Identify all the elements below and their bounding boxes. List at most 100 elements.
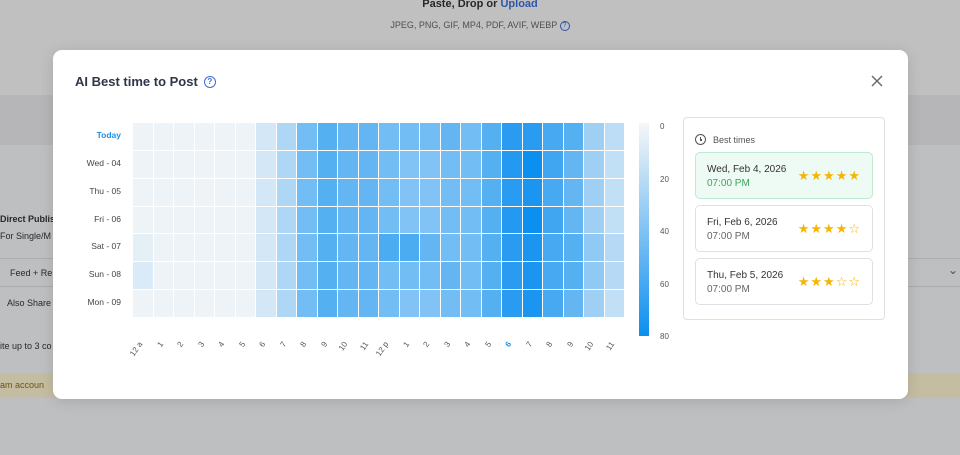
help-icon[interactable]: ? bbox=[203, 75, 216, 88]
heatmap-cell[interactable] bbox=[603, 233, 625, 263]
heatmap-cell[interactable] bbox=[234, 122, 256, 151]
heatmap-cell[interactable] bbox=[132, 122, 154, 151]
heatmap-cell[interactable] bbox=[152, 233, 174, 263]
heatmap-cell[interactable] bbox=[398, 289, 420, 318]
heatmap-cell[interactable] bbox=[583, 261, 605, 291]
heatmap-cell[interactable] bbox=[193, 233, 215, 263]
heatmap-cell[interactable] bbox=[234, 149, 256, 179]
heatmap-cell[interactable] bbox=[132, 233, 154, 263]
heatmap-cell[interactable] bbox=[398, 261, 420, 291]
heatmap-cell[interactable] bbox=[193, 289, 215, 318]
heatmap-cell[interactable] bbox=[275, 122, 297, 151]
heatmap-cell[interactable] bbox=[337, 289, 359, 318]
heatmap-cell[interactable] bbox=[603, 289, 625, 318]
heatmap-cell[interactable] bbox=[214, 205, 236, 235]
heatmap-cell[interactable] bbox=[357, 261, 379, 291]
heatmap-cell[interactable] bbox=[234, 289, 256, 318]
heatmap-cell[interactable] bbox=[439, 205, 461, 235]
heatmap-cell[interactable] bbox=[173, 177, 195, 207]
heatmap-cell[interactable] bbox=[398, 233, 420, 263]
heatmap-cell[interactable] bbox=[193, 261, 215, 291]
heatmap-cell[interactable] bbox=[583, 205, 605, 235]
heatmap-cell[interactable] bbox=[480, 261, 502, 291]
help-icon[interactable]: ? bbox=[559, 20, 570, 31]
heatmap-cell[interactable] bbox=[214, 233, 236, 263]
heatmap-cell[interactable] bbox=[562, 289, 584, 318]
also-share-option[interactable]: Also Share bbox=[7, 298, 52, 308]
heatmap-cell[interactable] bbox=[132, 261, 154, 291]
heatmap-cell[interactable] bbox=[337, 122, 359, 151]
heatmap-cell[interactable] bbox=[398, 149, 420, 179]
heatmap-cell[interactable] bbox=[583, 289, 605, 318]
heatmap-cell[interactable] bbox=[419, 261, 441, 291]
heatmap-cell[interactable] bbox=[255, 233, 277, 263]
best-time-card[interactable]: Fri, Feb 6, 2026 07:00 PM ★ ★ ★ ★ ☆ bbox=[695, 205, 873, 252]
heatmap-cell[interactable] bbox=[460, 149, 482, 179]
upload-link[interactable]: Upload bbox=[500, 0, 538, 10]
heatmap-cell[interactable] bbox=[521, 177, 543, 207]
heatmap-cell[interactable] bbox=[234, 233, 256, 263]
heatmap-cell[interactable] bbox=[542, 289, 564, 318]
heatmap-cell[interactable] bbox=[173, 205, 195, 235]
heatmap-cell[interactable] bbox=[152, 205, 174, 235]
heatmap-cell[interactable] bbox=[378, 261, 400, 291]
heatmap-cell[interactable] bbox=[460, 289, 482, 318]
heatmap-cell[interactable] bbox=[234, 261, 256, 291]
heatmap-cell[interactable] bbox=[480, 233, 502, 263]
heatmap-cell[interactable] bbox=[480, 149, 502, 179]
best-time-card[interactable]: Wed, Feb 4, 2026 07:00 PM ★ ★ ★ ★ ★ bbox=[695, 152, 873, 199]
heatmap-cell[interactable] bbox=[439, 122, 461, 151]
heatmap-cell[interactable] bbox=[439, 261, 461, 291]
heatmap-cell[interactable] bbox=[419, 289, 441, 318]
heatmap-cell[interactable] bbox=[275, 261, 297, 291]
feed-option[interactable]: Feed + Re bbox=[10, 268, 53, 278]
heatmap-cell[interactable] bbox=[255, 205, 277, 235]
heatmap-cell[interactable] bbox=[583, 122, 605, 151]
heatmap-cell[interactable] bbox=[460, 205, 482, 235]
heatmap-cell[interactable] bbox=[214, 122, 236, 151]
heatmap-cell[interactable] bbox=[583, 233, 605, 263]
heatmap-cell[interactable] bbox=[316, 149, 338, 179]
heatmap-cell[interactable] bbox=[337, 233, 359, 263]
heatmap-cell[interactable] bbox=[460, 233, 482, 263]
heatmap-cell[interactable] bbox=[480, 177, 502, 207]
heatmap-cell[interactable] bbox=[337, 177, 359, 207]
heatmap-cell[interactable] bbox=[255, 122, 277, 151]
heatmap-cell[interactable] bbox=[152, 122, 174, 151]
heatmap-cell[interactable] bbox=[542, 261, 564, 291]
heatmap-cell[interactable] bbox=[296, 205, 318, 235]
heatmap-cell[interactable] bbox=[296, 233, 318, 263]
heatmap-cell[interactable] bbox=[275, 177, 297, 207]
heatmap-cell[interactable] bbox=[173, 149, 195, 179]
heatmap-cell[interactable] bbox=[419, 149, 441, 179]
heatmap-cell[interactable] bbox=[460, 122, 482, 151]
heatmap-cell[interactable] bbox=[480, 205, 502, 235]
heatmap-cell[interactable] bbox=[562, 233, 584, 263]
heatmap-cell[interactable] bbox=[439, 149, 461, 179]
heatmap-cell[interactable] bbox=[603, 177, 625, 207]
heatmap-cell[interactable] bbox=[542, 149, 564, 179]
heatmap-cell[interactable] bbox=[460, 261, 482, 291]
heatmap-cell[interactable] bbox=[398, 177, 420, 207]
heatmap-cell[interactable] bbox=[316, 177, 338, 207]
heatmap-cell[interactable] bbox=[419, 233, 441, 263]
heatmap-cell[interactable] bbox=[419, 177, 441, 207]
heatmap-cell[interactable] bbox=[439, 233, 461, 263]
heatmap-cell[interactable] bbox=[132, 289, 154, 318]
heatmap-cell[interactable] bbox=[275, 289, 297, 318]
heatmap-cell[interactable] bbox=[501, 149, 523, 179]
heatmap-cell[interactable] bbox=[378, 289, 400, 318]
heatmap-cell[interactable] bbox=[521, 261, 543, 291]
heatmap-cell[interactable] bbox=[378, 233, 400, 263]
heatmap-cell[interactable] bbox=[583, 177, 605, 207]
heatmap-cell[interactable] bbox=[501, 261, 523, 291]
heatmap-cell[interactable] bbox=[501, 122, 523, 151]
heatmap-cell[interactable] bbox=[419, 122, 441, 151]
heatmap-cell[interactable] bbox=[152, 177, 174, 207]
heatmap-cell[interactable] bbox=[275, 149, 297, 179]
heatmap-cell[interactable] bbox=[255, 261, 277, 291]
heatmap-cell[interactable] bbox=[419, 205, 441, 235]
heatmap-cell[interactable] bbox=[603, 149, 625, 179]
heatmap-cell[interactable] bbox=[562, 122, 584, 151]
heatmap-cell[interactable] bbox=[460, 177, 482, 207]
